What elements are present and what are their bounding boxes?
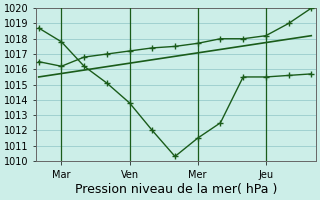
- X-axis label: Pression niveau de la mer( hPa ): Pression niveau de la mer( hPa ): [75, 183, 277, 196]
